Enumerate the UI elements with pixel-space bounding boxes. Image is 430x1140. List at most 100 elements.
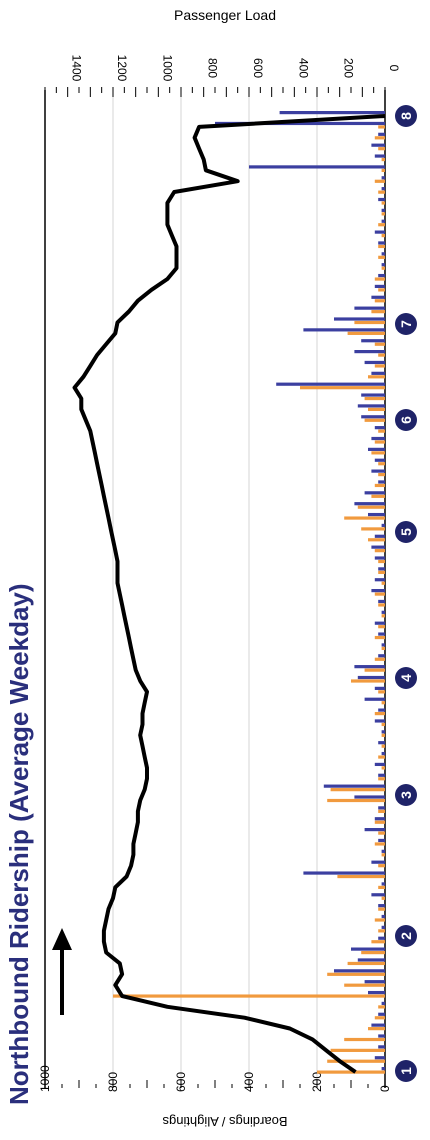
boarding-bar bbox=[374, 842, 385, 846]
boarding-bar bbox=[364, 396, 385, 401]
boarding-bar bbox=[378, 147, 385, 151]
alighting-bar bbox=[323, 784, 385, 788]
boarding-bar bbox=[378, 625, 385, 629]
boarding-bar bbox=[364, 668, 385, 672]
alighting-bar bbox=[374, 284, 385, 289]
boarding-bar bbox=[378, 353, 385, 357]
timepoint-label: 1 bbox=[398, 1067, 414, 1075]
boarding-bar bbox=[381, 234, 385, 238]
boarding-bar bbox=[381, 896, 385, 900]
alighting-bar bbox=[378, 1012, 385, 1016]
boarding-bar bbox=[347, 331, 385, 335]
boarding-bar bbox=[378, 570, 385, 574]
boarding-bar bbox=[381, 168, 385, 173]
boarding-bar bbox=[378, 462, 385, 466]
alighting-bar bbox=[357, 958, 385, 962]
alighting-bar bbox=[381, 208, 385, 212]
alighting-bar bbox=[374, 578, 385, 582]
alighting-bar bbox=[374, 621, 385, 625]
boarding-bar bbox=[361, 951, 385, 955]
ba-axis-label: Boardings / Alightings bbox=[162, 1114, 288, 1129]
alighting-bar bbox=[374, 556, 385, 560]
boarding-bar bbox=[368, 538, 385, 542]
ba-tick-label: 200 bbox=[310, 1072, 324, 1092]
boarding-bar bbox=[368, 1027, 385, 1031]
alighting-bar bbox=[364, 491, 385, 495]
boarding-bar bbox=[374, 364, 385, 368]
alighting-bar bbox=[368, 512, 385, 517]
boarding-bar bbox=[381, 701, 385, 705]
alighting-bar bbox=[378, 936, 385, 940]
boarding-bar bbox=[378, 907, 385, 911]
alighting-bar bbox=[364, 828, 385, 832]
alighting-bar bbox=[371, 893, 385, 897]
alighting-bar bbox=[378, 1034, 385, 1038]
load-tick-label: 1200 bbox=[115, 55, 129, 82]
boarding-bar bbox=[381, 266, 385, 270]
boarding-bar bbox=[374, 179, 385, 183]
alighting-bar bbox=[364, 980, 385, 984]
alighting-bar bbox=[378, 741, 385, 745]
alighting-bar bbox=[374, 762, 385, 767]
load-tick-label: 200 bbox=[342, 58, 356, 78]
alighting-bar bbox=[374, 1056, 385, 1060]
boarding-bar bbox=[368, 407, 385, 412]
boarding-bar bbox=[357, 505, 385, 509]
load-tick-label: 1400 bbox=[70, 55, 84, 82]
load-tick-label: 1000 bbox=[160, 55, 174, 82]
direction-arrow-head bbox=[52, 928, 72, 950]
boarding-bar bbox=[378, 288, 385, 292]
alighting-bar bbox=[378, 806, 385, 810]
boarding-bar bbox=[374, 136, 385, 140]
boarding-bar bbox=[378, 255, 385, 259]
boarding-bar bbox=[378, 777, 385, 781]
boarding-bar bbox=[300, 386, 385, 390]
timepoint-marker bbox=[395, 409, 417, 431]
timepoint-label: 5 bbox=[398, 528, 414, 536]
alighting-bar bbox=[381, 1067, 385, 1071]
alighting-bar bbox=[371, 469, 385, 473]
boarding-bar bbox=[344, 1037, 385, 1042]
ba-tick-label: 600 bbox=[174, 1072, 188, 1092]
boarding-bar bbox=[344, 516, 385, 520]
boarding-bar bbox=[374, 483, 385, 488]
boarding-bar bbox=[378, 690, 385, 694]
alighting-bar bbox=[381, 610, 385, 614]
load-axis-label: Passenger Load bbox=[174, 7, 276, 23]
boarding-bar bbox=[381, 614, 385, 618]
boarding-bar bbox=[344, 983, 385, 987]
alighting-bar bbox=[378, 708, 385, 712]
alighting-bar bbox=[381, 252, 385, 256]
alighting-bar bbox=[378, 132, 385, 136]
boarding-bar bbox=[317, 1070, 385, 1074]
timepoint-marker bbox=[395, 313, 417, 335]
timepoint-label: 7 bbox=[398, 320, 414, 328]
boarding-bar bbox=[381, 646, 385, 651]
boarding-bar bbox=[378, 223, 385, 227]
alighting-bar bbox=[371, 436, 385, 441]
timepoint-label: 3 bbox=[398, 791, 414, 799]
boarding-bar bbox=[330, 788, 385, 792]
alighting-bar bbox=[381, 751, 385, 756]
alighting-bar bbox=[371, 143, 385, 147]
alighting-bar bbox=[276, 382, 385, 386]
boarding-bar bbox=[374, 1016, 385, 1020]
alighting-bar bbox=[371, 545, 385, 549]
alighting-bar bbox=[374, 534, 385, 538]
boarding-bar bbox=[368, 375, 385, 379]
boarding-bar bbox=[374, 635, 385, 640]
load-tick-label: 800 bbox=[206, 58, 220, 78]
alighting-bar bbox=[361, 415, 385, 419]
load-tick-label: 400 bbox=[296, 58, 310, 78]
ba-tick-label: 1000 bbox=[38, 1065, 52, 1092]
alighting-bar bbox=[354, 306, 385, 310]
boarding-bar bbox=[381, 744, 385, 748]
boarding-bar bbox=[361, 527, 385, 531]
boarding-bar bbox=[374, 342, 385, 346]
alighting-bar bbox=[334, 969, 385, 973]
boarding-bar bbox=[381, 157, 385, 162]
alighting-bar bbox=[374, 154, 385, 158]
alighting-bar bbox=[381, 176, 385, 180]
boarding-bar bbox=[378, 125, 385, 129]
